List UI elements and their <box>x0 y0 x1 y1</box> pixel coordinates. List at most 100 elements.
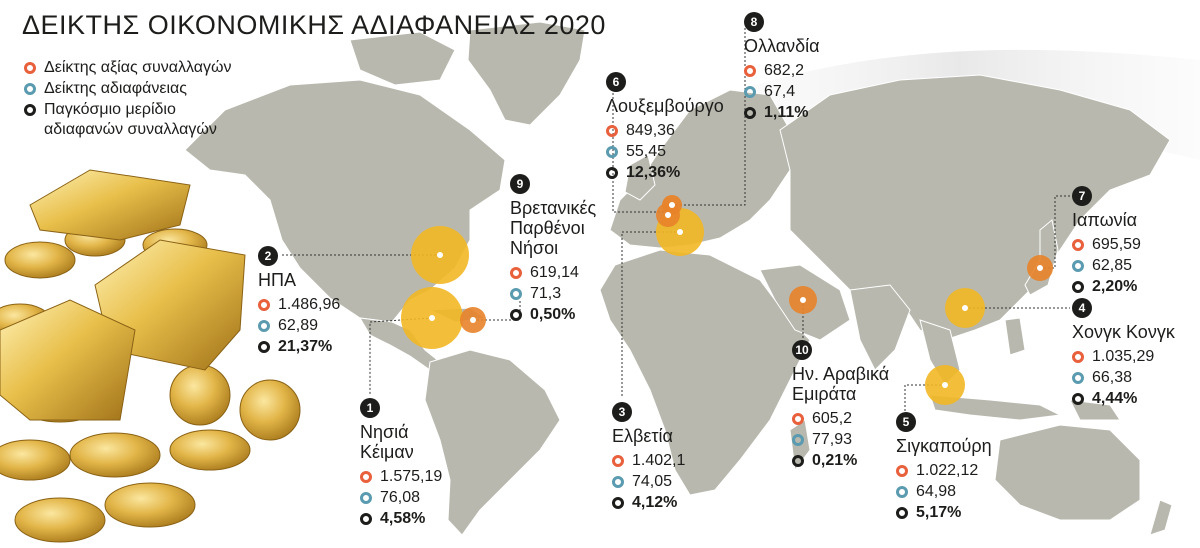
land-indonesia <box>929 394 1062 421</box>
rank-badge: 6 <box>606 72 626 92</box>
opacity-ring-icon <box>606 145 618 158</box>
global-share: 12,36% <box>626 164 681 181</box>
country-name: Ην. Αραβικά Εμιράτα <box>792 364 890 404</box>
value-ring-icon <box>792 412 804 425</box>
share-ring-icon <box>24 104 36 116</box>
value-ring-icon <box>896 464 908 477</box>
country-label-switzerland[interactable]: 3 Ελβετία 1.402,1 74,05 4,12% <box>612 402 685 513</box>
global-share: 4,58% <box>380 510 426 527</box>
value-index: 1.486,96 <box>278 296 341 313</box>
share-ring-icon <box>606 166 618 179</box>
country-name: Βρετανικές Παρθένοι Νήσοι <box>510 198 597 258</box>
value-index-row: 1.486,96 <box>258 294 340 315</box>
opacity-ring-icon <box>360 491 372 504</box>
legend-label: Παγκόσμιο μερίδιο αδιαφανών συναλλαγών <box>44 101 217 138</box>
opacity-index-row: 74,05 <box>612 471 685 492</box>
global-share: 0,50% <box>530 306 576 323</box>
value-ring-icon <box>612 454 624 467</box>
land-africa <box>599 249 811 496</box>
opacity-index: 62,89 <box>278 317 319 334</box>
global-share: 21,37% <box>278 338 333 355</box>
share-ring-icon <box>612 496 624 509</box>
value-index: 695,59 <box>1092 236 1141 253</box>
opacity-index: 76,08 <box>380 489 421 506</box>
legend-item-share: Παγκόσμιο μερίδιο αδιαφανών συναλλαγών <box>24 100 254 140</box>
land-new-zealand <box>1149 499 1173 536</box>
share-ring-icon <box>510 308 522 321</box>
rank-badge: 8 <box>744 12 764 32</box>
value-index: 1.575,19 <box>380 468 443 485</box>
rank-badge: 3 <box>612 402 632 422</box>
value-index: 619,14 <box>530 264 579 281</box>
land-uk <box>624 154 656 201</box>
country-label-japan[interactable]: 7 Ιαπωνία 695,59 62,85 2,20% <box>1072 186 1141 297</box>
value-ring-icon <box>360 470 372 483</box>
value-ring-icon <box>258 298 270 311</box>
country-name: Χονγκ Κονγκ <box>1072 322 1175 342</box>
value-index-row: 695,59 <box>1072 234 1141 255</box>
share-row: 4,44% <box>1072 388 1175 409</box>
share-row: 12,36% <box>606 162 724 183</box>
country-label-hongkong[interactable]: 4 Χονγκ Κονγκ 1.035,29 66,38 4,44% <box>1072 298 1175 409</box>
opacity-index-row: 66,38 <box>1072 367 1175 388</box>
country-label-bvi[interactable]: 9 Βρετανικές Παρθένοι Νήσοι 619,14 71,3 … <box>510 174 610 325</box>
opacity-index: 64,98 <box>916 483 957 500</box>
share-row: 2,20% <box>1072 276 1141 297</box>
land-india <box>849 284 911 371</box>
share-ring-icon <box>792 454 804 467</box>
legend-item-value: Δείκτης αξίας συναλλαγών <box>24 58 254 78</box>
opacity-ring-icon <box>24 83 36 95</box>
country-label-netherlands[interactable]: 8 Ολλανδία 682,2 67,4 1,11% <box>744 12 820 123</box>
country-name: Ελβετία <box>612 426 673 446</box>
land-philippines <box>1004 317 1026 356</box>
opacity-index: 71,3 <box>530 285 562 302</box>
global-share: 4,12% <box>632 494 678 511</box>
country-name: Ολλανδία <box>744 36 820 56</box>
country-name: ΗΠΑ <box>258 270 297 290</box>
land-new-guinea <box>1069 399 1121 421</box>
value-index-row: 682,2 <box>744 60 820 81</box>
bubble-center-luxembourg <box>665 212 671 218</box>
bubble-center-uae <box>800 297 806 303</box>
share-ring-icon <box>744 106 756 119</box>
land-australia <box>994 424 1141 521</box>
country-label-luxembourg[interactable]: 6 Λουξεμβούργο 849,36 55,45 12,36% <box>606 72 724 183</box>
opacity-ring-icon <box>612 475 624 488</box>
opacity-index-row: 67,4 <box>744 81 820 102</box>
opacity-index-row: 77,93 <box>792 429 912 450</box>
share-ring-icon <box>360 512 372 525</box>
country-label-cayman[interactable]: 1 Νησιά Κέιμαν 1.575,19 76,08 4,58% <box>360 398 450 529</box>
country-name: Σιγκαπούρη <box>896 436 992 456</box>
value-index-row: 1.022,12 <box>896 460 992 481</box>
country-name: Λουξεμβούργο <box>606 96 724 116</box>
global-share: 2,20% <box>1092 278 1138 295</box>
value-index: 605,2 <box>812 410 853 427</box>
global-share: 0,21% <box>812 452 858 469</box>
country-name: Νησιά Κέιμαν <box>360 422 414 462</box>
bubble-center-netherlands <box>669 202 675 208</box>
bubble-center-singapore <box>942 382 948 388</box>
share-ring-icon <box>1072 280 1084 293</box>
global-share: 1,11% <box>764 104 809 121</box>
value-ring-icon <box>606 124 618 137</box>
opacity-index-row: 64,98 <box>896 481 992 502</box>
rank-badge: 10 <box>792 340 812 360</box>
opacity-ring-icon <box>258 319 270 332</box>
bubble-center-hongkong <box>962 305 968 311</box>
leader-line-netherlands <box>672 28 746 206</box>
leader-line-bvi <box>473 300 521 321</box>
value-ring-icon <box>744 64 756 77</box>
opacity-index-row: 71,3 <box>510 283 610 304</box>
country-label-singapore[interactable]: 5 Σιγκαπούρη 1.022,12 64,98 5,17% <box>896 412 992 523</box>
country-name: Ιαπωνία <box>1072 210 1138 230</box>
country-label-usa[interactable]: 2 ΗΠΑ 1.486,96 62,89 21,37% <box>258 246 340 357</box>
share-row: 1,11% <box>744 102 820 123</box>
value-index-row: 849,36 <box>606 120 724 141</box>
value-index: 1.022,12 <box>916 462 979 479</box>
legend-item-opacity: Δείκτης αδιαφάνειας <box>24 79 254 99</box>
country-label-uae[interactable]: 10 Ην. Αραβικά Εμιράτα 605,2 77,93 0,21% <box>792 340 912 471</box>
opacity-index-row: 62,89 <box>258 315 340 336</box>
gold-coins-illustration <box>0 169 301 543</box>
